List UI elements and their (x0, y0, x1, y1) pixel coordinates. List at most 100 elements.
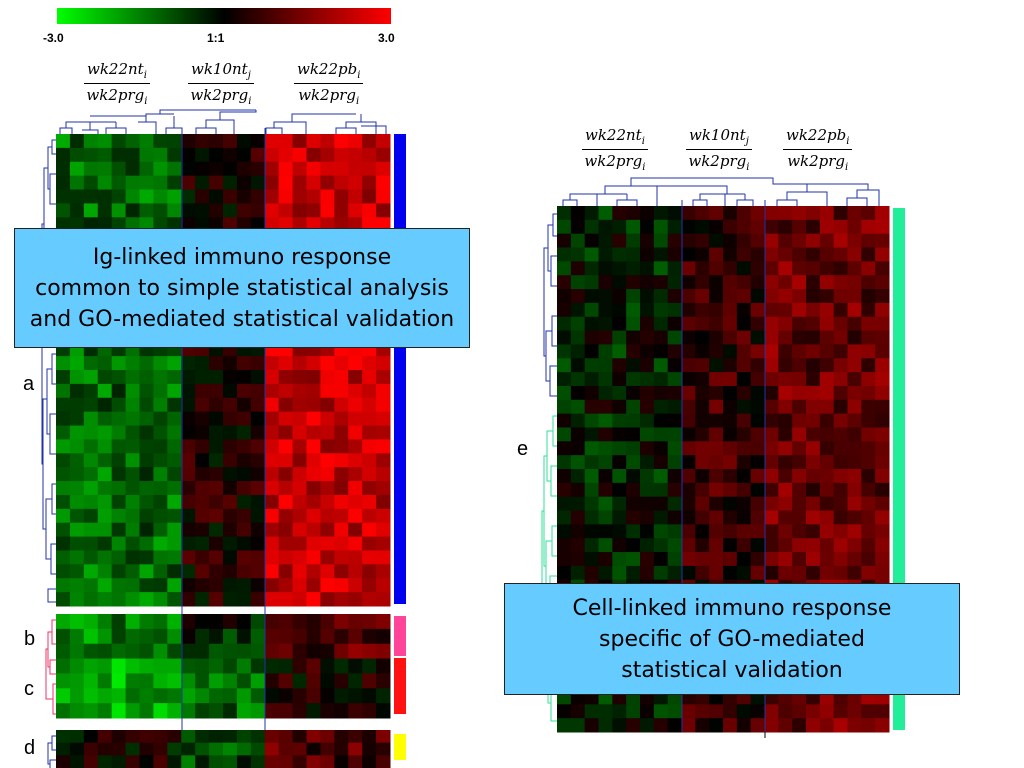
heatmap-cell (557, 552, 572, 567)
heatmap-cell (584, 275, 599, 290)
heatmap-cell (376, 189, 391, 204)
heatmap-cell (278, 755, 294, 768)
heatmap-cell (736, 441, 752, 456)
heatmap-cell (209, 522, 224, 538)
heatmap-cell (153, 425, 168, 440)
heatmap-cell (667, 510, 682, 525)
heatmap-cell (806, 538, 821, 553)
heatmap-cell (292, 383, 307, 399)
heatmap-cell (111, 550, 127, 565)
heatmap-cell (292, 439, 307, 454)
heatmap-cell (376, 628, 391, 645)
heatmap-cell (626, 275, 641, 290)
heatmap-cell (195, 536, 210, 551)
heatmap-cell (861, 455, 876, 470)
heatmap-cell (764, 275, 779, 290)
heatmap-cell (570, 358, 586, 373)
heatmap-cell (792, 275, 807, 290)
heatmap-cell (292, 425, 307, 440)
heatmap-cell (376, 755, 391, 768)
heatmap-cell (736, 233, 752, 249)
heatmap-cell (167, 658, 182, 674)
heatmap-cell (376, 203, 391, 218)
heatmap-cell (723, 413, 738, 428)
heatmap-cell (56, 643, 71, 660)
left-header-1: wk22nti wk2prgi (84, 60, 150, 107)
heatmap-cell (584, 358, 599, 373)
heatmap-cell (612, 344, 627, 359)
heatmap-cell (334, 453, 349, 468)
heatmap-cell (250, 742, 266, 756)
heatmap-cell (97, 147, 113, 163)
heatmap-cell (362, 578, 377, 593)
heatmap-cell (875, 219, 890, 235)
heatmap-cell (667, 427, 682, 442)
heatmap-cell (69, 688, 85, 704)
heatmap-cell (626, 385, 641, 401)
heatmap-cell (598, 358, 613, 373)
callout-ig-linked-text: Ig-linked immuno response common to simp… (29, 244, 455, 332)
heatmap-cell (806, 302, 821, 318)
heatmap-cell (709, 524, 724, 539)
heatmap-cell (764, 469, 779, 484)
heatmap-cell (861, 358, 876, 373)
heatmap-cell (806, 358, 821, 373)
heatmap-cell (362, 175, 377, 191)
heatmap-cell (264, 550, 280, 565)
heatmap-cell (875, 482, 890, 498)
heatmap-cell (167, 425, 182, 440)
heatmap-cell (640, 206, 655, 221)
heatmap-cell (750, 469, 765, 484)
heatmap-cell (833, 385, 848, 401)
heatmap-cell (236, 425, 252, 440)
heatmap-cell (195, 688, 210, 704)
heatmap-cell (264, 439, 280, 454)
heatmap-cell (236, 134, 252, 149)
heatmap-cell (570, 344, 586, 359)
heatmap-cell (181, 481, 196, 496)
heatmap-cell (69, 370, 85, 385)
heatmap-cell (695, 385, 710, 401)
left-header-3: wk22pbi wk2prgi (294, 60, 364, 107)
heatmap-cell (209, 742, 224, 756)
heatmap-cell (236, 203, 252, 218)
heatmap-cell (806, 427, 821, 442)
heatmap-cell (306, 536, 321, 551)
heatmap-cell (292, 578, 307, 593)
heatmap-cell (376, 673, 391, 689)
heatmap-cell (778, 704, 793, 719)
heatmap-cell (709, 289, 724, 304)
heatmap-cell (56, 628, 71, 645)
heatmap-cell (736, 358, 752, 373)
heatmap-cell (195, 383, 210, 399)
heatmap-cell (792, 206, 807, 221)
heatmap-cell (153, 592, 168, 607)
heatmap-cell (264, 536, 280, 551)
heatmap-cell (320, 628, 335, 645)
heatmap-cell (557, 385, 572, 401)
heatmap-cell (819, 441, 835, 456)
heatmap-cell (362, 203, 377, 218)
heatmap-cell (223, 755, 238, 768)
heatmap-cell (570, 510, 586, 525)
heatmap-cell (334, 522, 349, 538)
heatmap-cell (320, 481, 335, 496)
heatmap-cell (83, 411, 99, 427)
heatmap-cell (667, 552, 682, 567)
heatmap-cell (667, 496, 682, 512)
heatmap-cell (56, 703, 71, 719)
heatmap-cell (292, 397, 307, 413)
heatmap-cell (209, 614, 224, 630)
heatmap-cell (153, 730, 168, 744)
heatmap-cell (111, 536, 127, 551)
heatmap-cell (584, 247, 599, 262)
heatmap-cell (640, 247, 655, 262)
heatmap-cell (736, 372, 752, 387)
heatmap-cell (778, 233, 793, 249)
heatmap-cell (750, 399, 765, 415)
heatmap-cell (83, 755, 99, 768)
heatmap-cell (181, 730, 196, 744)
heatmap-cell (292, 203, 307, 218)
heatmap-cell (695, 482, 710, 498)
heatmap-cell (612, 261, 627, 276)
